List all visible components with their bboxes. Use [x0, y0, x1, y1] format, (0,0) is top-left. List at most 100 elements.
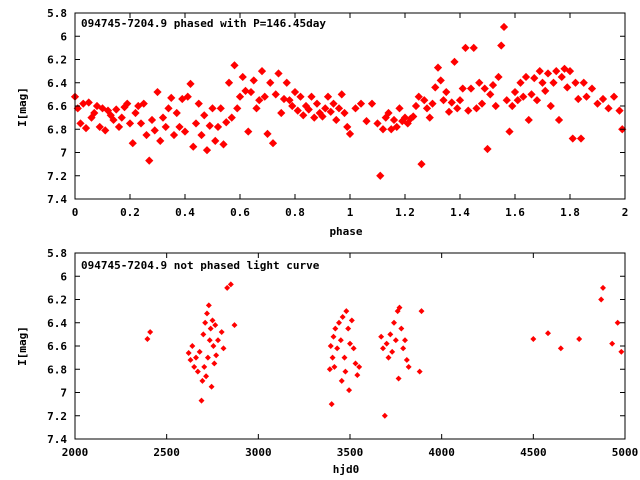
x-tick-label: 2500 [153, 446, 180, 459]
data-point [178, 94, 187, 104]
data-point [380, 345, 386, 352]
data-point [167, 93, 176, 102]
data-point [212, 322, 219, 329]
data-point [271, 90, 280, 99]
data-point [206, 337, 213, 344]
data-point [351, 104, 360, 113]
data-point [194, 99, 203, 108]
data-point [92, 101, 102, 111]
x-tick-label: 1.4 [450, 206, 470, 219]
data-point [318, 112, 327, 121]
x-tick-label: 1.2 [395, 206, 415, 219]
x-tick-label: 2000 [62, 446, 89, 459]
data-point [396, 304, 403, 311]
data-point [340, 108, 349, 118]
data-point [175, 122, 184, 132]
data-point [436, 76, 445, 85]
data-point [128, 139, 137, 148]
unphased-axes: 2000 2500 3000 3500 4000 4500 5000 5.8 6 6.2 6.4 6.… [47, 247, 638, 459]
data-point [312, 99, 322, 108]
data-point [535, 67, 544, 76]
data-point [332, 115, 341, 125]
data-point [125, 119, 135, 128]
data-point [156, 136, 165, 145]
data-point [391, 319, 397, 326]
data-point [90, 108, 99, 118]
data-point [153, 87, 162, 97]
data-point [288, 101, 297, 111]
data-point [385, 354, 392, 361]
data-point [328, 401, 335, 408]
unphased-plot-frame [74, 252, 626, 440]
data-point [609, 92, 619, 101]
y-tick-label: 5.8 [47, 7, 67, 20]
data-point [411, 101, 421, 111]
data-point [334, 345, 341, 352]
data-point [598, 94, 608, 104]
data-point [579, 78, 588, 87]
data-point [224, 78, 234, 87]
data-point [563, 83, 572, 92]
data-point [472, 104, 481, 113]
data-point [326, 107, 335, 116]
unphased-chart-title: 094745-7204.9 not phased light curve [81, 259, 320, 272]
data-point [543, 69, 553, 78]
data-point [549, 78, 558, 87]
data-point [161, 122, 170, 132]
data-point [367, 99, 377, 108]
y-tick-label: 6 [60, 30, 67, 43]
data-point [76, 119, 85, 128]
data-point [447, 98, 456, 107]
data-point [582, 92, 591, 101]
data-point [400, 113, 410, 122]
x-tick-label: 0.2 [120, 206, 140, 219]
data-point [402, 337, 408, 344]
data-point [376, 171, 385, 180]
data-point [268, 139, 278, 148]
data-point [392, 337, 399, 344]
data-point [486, 90, 495, 99]
data-point [505, 127, 514, 136]
data-point [339, 313, 346, 320]
data-point [384, 108, 393, 118]
data-point [488, 80, 498, 90]
data-point [414, 92, 423, 101]
data-point [576, 134, 586, 143]
data-point [235, 92, 245, 101]
phased-axes: 0 0.2 0.4 0.6 0.8 1 1.2 1.4 1.6 1.8 2 5.8 6 6.2 6.4 6.6… [47, 7, 628, 219]
data-point [530, 73, 539, 83]
data-point [145, 156, 154, 165]
data-point [134, 101, 143, 111]
data-point [416, 368, 423, 375]
data-point [204, 354, 211, 361]
x-tick-label: 5000 [612, 446, 639, 459]
data-point [378, 125, 388, 134]
data-point [557, 345, 564, 352]
data-point [614, 319, 621, 326]
data-point [185, 350, 192, 356]
data-point [193, 354, 199, 361]
data-point [180, 127, 190, 136]
data-point [337, 90, 346, 99]
data-point [183, 92, 192, 101]
data-point [196, 348, 203, 355]
data-point [194, 368, 201, 375]
data-point [336, 319, 342, 326]
data-point [345, 325, 352, 332]
data-point [114, 122, 124, 132]
y-tick-label: 6.8 [47, 123, 67, 136]
data-point [428, 99, 437, 108]
phased-chart-title: 094745-7204.9 phased with P=146.45day [81, 17, 326, 30]
data-point [458, 84, 467, 93]
data-point [296, 92, 305, 101]
data-point [282, 78, 291, 87]
data-point [222, 118, 231, 127]
data-point [197, 130, 206, 140]
data-point [513, 96, 522, 105]
data-point [205, 121, 214, 130]
data-point [246, 87, 256, 97]
data-point [516, 78, 525, 87]
phased-chart: 0 0.2 0.4 0.6 0.8 1 1.2 1.4 1.6 1.8 2 5.8 6 6.2 6.4 6.6… [16, 7, 628, 238]
data-point [389, 115, 399, 125]
